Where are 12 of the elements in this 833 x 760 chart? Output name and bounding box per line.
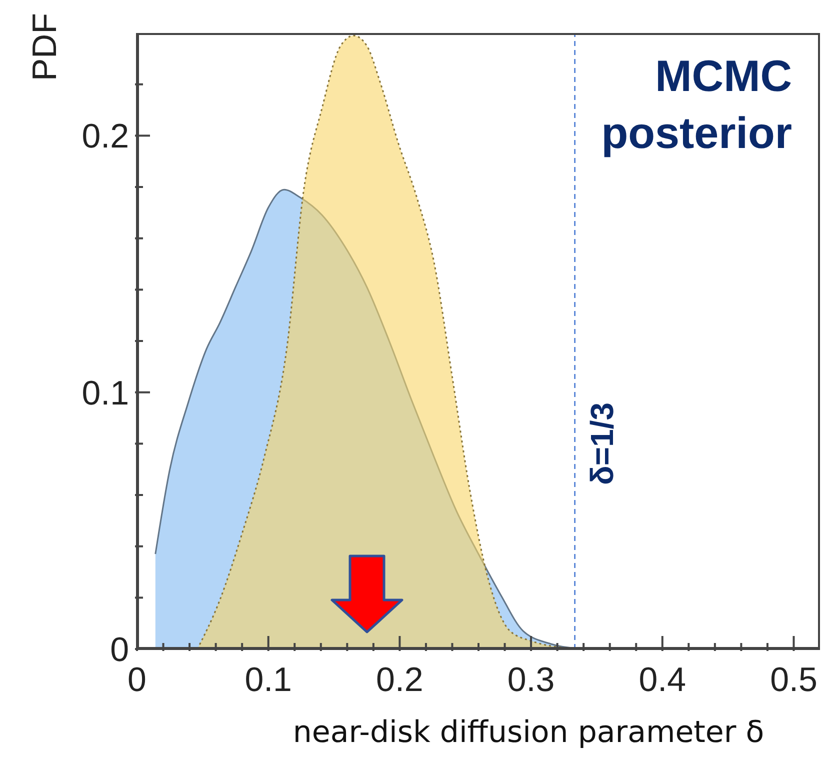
x-tick-label: 0.3 [507,661,555,699]
y-tick-label: 0 [110,631,129,669]
y-axis-title: PDF [26,13,64,81]
annotation: MCMC posterior [600,51,792,160]
x-axis-title: near-disk diffusion parameter δ [292,715,764,750]
y-tick-label: 0.1 [82,374,129,412]
x-tick-label: 0.4 [638,661,686,699]
x-tick-label: 0.2 [376,661,424,699]
x-tick-label: 0.1 [244,661,292,699]
y-tick-label: 0.2 [82,118,129,156]
x-tick-label: 0.5 [770,661,818,699]
annotation: δ=1/3 [584,402,620,485]
